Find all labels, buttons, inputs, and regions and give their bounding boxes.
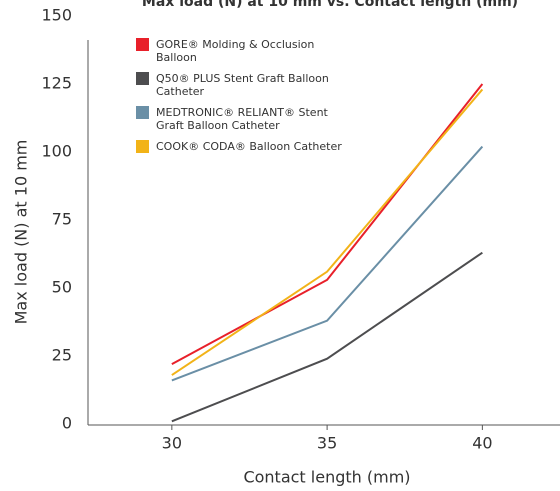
legend-item: GORE® Molding & Occlusion Balloon: [136, 38, 351, 64]
legend-label: MEDTRONIC® RELIANT® Stent Graft Balloon …: [156, 106, 328, 132]
y-tick-label: 75: [52, 210, 72, 229]
y-tick-label: 125: [41, 74, 72, 93]
y-tick-label: 150: [41, 6, 72, 25]
y-tick-label: 0: [62, 414, 72, 433]
legend-item: Q50® PLUS Stent Graft Balloon Catheter: [136, 72, 351, 98]
x-tick-label: 35: [317, 434, 337, 453]
legend-label: Q50® PLUS Stent Graft Balloon Catheter: [156, 72, 329, 98]
x-tick-label: 30: [162, 434, 182, 453]
legend-swatch: [136, 106, 149, 119]
legend-swatch: [136, 38, 149, 51]
series-line: [171, 145, 484, 382]
y-tick-label: 25: [52, 346, 72, 365]
y-tick-label: 100: [41, 142, 72, 161]
y-tick-label: 50: [52, 278, 72, 297]
legend-label: COOK® CODA® Balloon Catheter: [156, 140, 342, 153]
chart-title: Max load (N) at 10 mm vs. Contact length…: [142, 0, 518, 10]
legend-swatch: [136, 72, 149, 85]
legend-label: GORE® Molding & Occlusion Balloon: [156, 38, 315, 64]
series-line: [171, 251, 483, 423]
x-axis-label: Contact length (mm): [243, 468, 410, 487]
y-axis-label: Max load (N) at 10 mm: [12, 140, 31, 325]
legend-swatch: [136, 140, 149, 153]
legend-item: MEDTRONIC® RELIANT® Stent Graft Balloon …: [136, 106, 351, 132]
legend-item: COOK® CODA® Balloon Catheter: [136, 140, 351, 153]
legend: GORE® Molding & Occlusion Balloon Q50® PL…: [136, 38, 351, 161]
series-line: [171, 88, 484, 376]
x-tick-label: 40: [472, 434, 492, 453]
